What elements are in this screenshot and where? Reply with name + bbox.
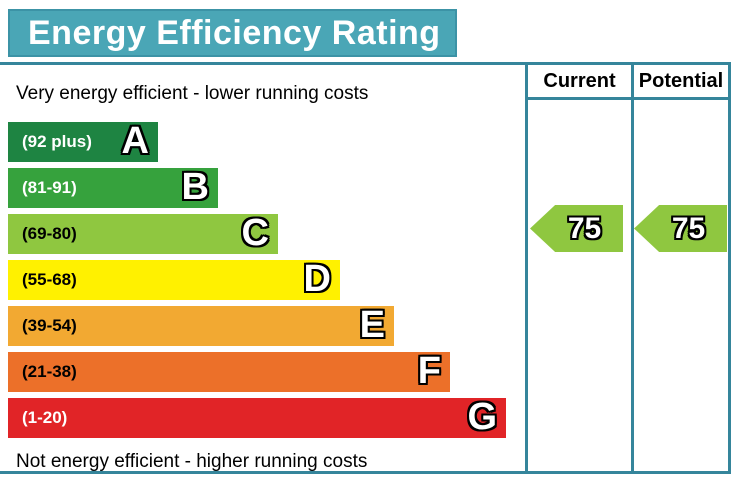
rating-bands: (92 plus) A (81-91) B (69-80) C (55-68) … [8, 122, 506, 444]
band-c-letter: C [241, 212, 269, 255]
current-column-header: Current [543, 70, 616, 92]
band-e-range-label: (39-54) [22, 316, 77, 335]
band-b-bar: (81-91) B [8, 168, 218, 208]
current-rating-arrow: 75 [530, 205, 623, 252]
potential-rating-value: 75 [671, 211, 706, 245]
title-banner: Energy Efficiency Rating [8, 9, 457, 57]
band-d-letter: D [303, 258, 331, 301]
band-g-letter: G [467, 396, 497, 439]
band-c-bar: (69-80) C [8, 214, 278, 254]
band-d-bar: (55-68) D [8, 260, 340, 300]
page-title: Energy Efficiency Rating [28, 13, 441, 52]
band-b-letter: B [181, 166, 209, 209]
current-column-divider [525, 65, 528, 471]
band-c-range-label: (69-80) [22, 224, 77, 243]
band-f-letter: F [417, 350, 441, 393]
potential-column-header: Potential [638, 70, 724, 92]
band-g-bar: (1-20) G [8, 398, 506, 438]
potential-column-divider [631, 65, 634, 471]
potential-rating-arrow: 75 [634, 205, 727, 252]
top-caption: Very energy efficient - lower running co… [16, 83, 369, 104]
band-b-range-label: (81-91) [22, 178, 77, 197]
band-e-letter: E [359, 304, 385, 347]
band-a-letter: A [121, 120, 149, 163]
band-e-bar: (39-54) E [8, 306, 394, 346]
bottom-caption: Not energy efficient - higher running co… [16, 451, 368, 472]
band-g-range-label: (1-20) [22, 408, 68, 427]
energy-rating-chart: Current Potential Very energy efficient … [0, 62, 731, 474]
band-a-range-label: (92 plus) [22, 132, 92, 151]
current-rating-value: 75 [567, 211, 602, 245]
band-d-range-label: (55-68) [22, 270, 77, 289]
column-header-underline [525, 97, 728, 100]
band-f-range-label: (21-38) [22, 362, 77, 381]
band-a-bar: (92 plus) A [8, 122, 158, 162]
band-f-bar: (21-38) F [8, 352, 450, 392]
